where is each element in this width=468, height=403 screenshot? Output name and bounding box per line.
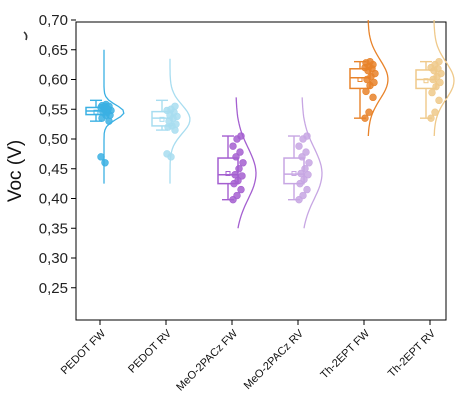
data-point	[172, 120, 180, 128]
data-point	[370, 78, 378, 87]
data-point	[435, 57, 443, 66]
mean-marker	[357, 77, 363, 82]
corner-mark	[23, 31, 28, 41]
data-point	[301, 165, 309, 173]
data-point	[229, 142, 237, 150]
series-th-2ept-fw	[349, 19, 389, 137]
plot-frame	[75, 21, 447, 321]
data-point	[236, 148, 244, 156]
data-point	[303, 132, 311, 140]
series-th-2ept-rv	[415, 20, 455, 137]
density-curve	[235, 97, 257, 229]
density-curve	[301, 97, 323, 229]
mean-marker	[159, 116, 165, 122]
data-point	[305, 159, 313, 167]
data-point	[232, 153, 240, 161]
data-point	[295, 142, 303, 150]
x-tick-label: Th-2EPT RV	[386, 327, 439, 380]
data-point	[427, 114, 435, 122]
data-point	[369, 93, 377, 102]
x-tick-label: MeO-2PACz RV	[242, 327, 307, 392]
y-tick-label: 0,50	[39, 131, 68, 148]
series-pedot-rv	[151, 58, 191, 184]
data-point	[431, 108, 439, 116]
data-point	[299, 191, 307, 200]
data-point	[361, 114, 369, 122]
data-point	[167, 153, 175, 161]
mean-marker	[225, 171, 231, 177]
y-tick-label: 0,40	[39, 191, 68, 208]
density-curve	[367, 19, 389, 137]
data-point	[302, 148, 310, 156]
data-point	[97, 153, 105, 161]
data-point	[171, 102, 179, 110]
data-point	[435, 96, 443, 105]
y-tick-label: 0,65	[39, 42, 68, 59]
series-meo-2pacz-fw	[217, 97, 257, 229]
density-curve	[433, 20, 455, 137]
data-point	[362, 87, 370, 96]
y-tick-label: 0,60	[39, 72, 68, 89]
data-point	[300, 175, 308, 184]
y-tick-label: 0,25	[39, 280, 68, 297]
x-tick-label: PEDOT RV	[126, 327, 174, 375]
density-curve	[169, 58, 191, 184]
data-point	[101, 159, 109, 167]
data-point	[234, 176, 242, 185]
data-point	[237, 185, 245, 194]
data-point	[298, 153, 306, 161]
data-point	[238, 172, 246, 180]
y-tick-label: 0,35	[39, 220, 68, 237]
y-tick-label: 0,45	[39, 161, 68, 178]
data-point	[235, 165, 243, 173]
plot-area	[85, 19, 455, 229]
series-meo-2pacz-rv	[283, 97, 323, 229]
x-tick-label: Th-2EPT FW	[318, 327, 372, 381]
series-pedot-fw	[85, 49, 125, 184]
data-point	[102, 100, 110, 109]
data-point	[436, 78, 444, 87]
data-point	[231, 171, 239, 179]
data-point	[365, 108, 373, 116]
y-tick-label: 0,70	[39, 12, 68, 29]
mean-marker	[423, 78, 429, 84]
data-point	[297, 169, 305, 178]
y-axis: 0,25 0,30 0,35 0,40 0,45 0,50 0,55 0,60 0,65 0,70	[39, 12, 76, 297]
x-axis: PEDOT FW PEDOT RV MeO-2PACz FW MeO-2PACz RV…	[59, 320, 439, 393]
y-tick-label: 0,30	[39, 250, 68, 267]
y-axis-title: Voc (V)	[5, 140, 26, 202]
data-point	[304, 171, 312, 179]
mean-marker	[93, 109, 99, 115]
mean-marker	[291, 171, 297, 177]
x-tick-label: MeO-2PACz FW	[174, 327, 240, 393]
data-point	[428, 88, 436, 97]
data-point	[233, 191, 241, 200]
y-tick-label: 0,55	[39, 101, 68, 118]
x-tick-label: PEDOT FW	[59, 327, 109, 377]
data-point	[237, 132, 245, 140]
data-point	[303, 185, 311, 194]
data-point	[366, 57, 374, 66]
data-point	[239, 159, 247, 167]
